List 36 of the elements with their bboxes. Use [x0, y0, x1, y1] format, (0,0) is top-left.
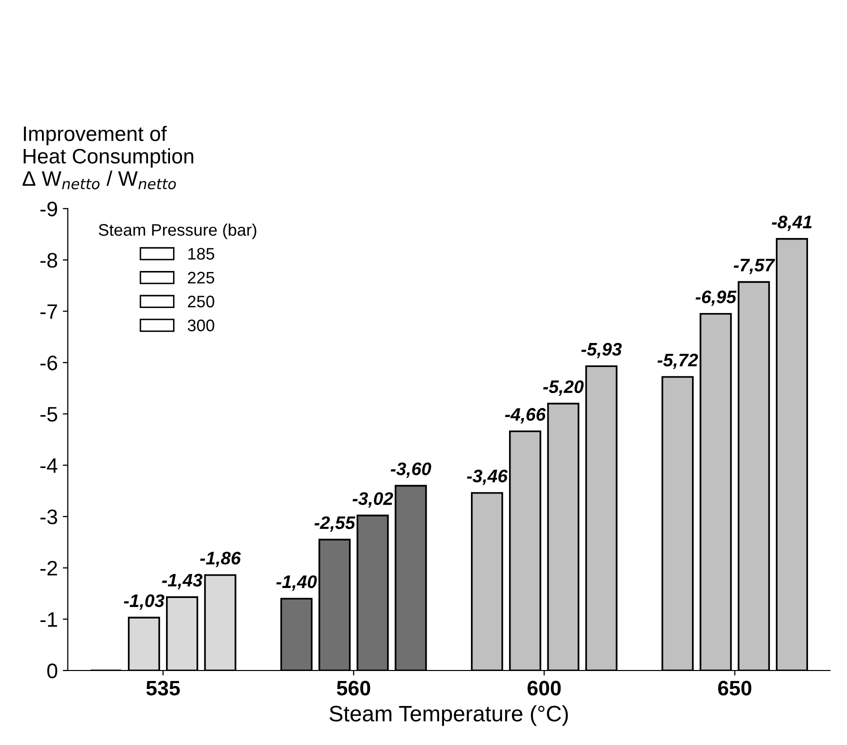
x-tick-label: 600 [528, 680, 561, 696]
data-label: -2,55 [314, 516, 356, 532]
data-label: -5,72 [658, 354, 698, 370]
data-label: -1,40 [276, 575, 317, 591]
x-axis-title: Steam Temperature (°C) [330, 705, 568, 726]
data-label: -6,95 [696, 290, 737, 306]
y-tick-label: -2 [40, 560, 57, 576]
y-tick-label: 0 [47, 664, 58, 678]
y-axis-title: Improvement of Heat Consumption Δ W$_{netto}$ / W$_{netto}$ [22, 126, 194, 190]
legend-label: 250 [188, 296, 214, 308]
y-tick-label: -8 [40, 252, 58, 268]
data-label: -1,03 [124, 594, 164, 610]
legend-label: 185 [188, 248, 214, 260]
data-label: -3,46 [466, 470, 508, 486]
y-tick-label: -9 [40, 202, 58, 216]
data-label: -8,41 [772, 216, 812, 231]
legend-label: 225 [188, 272, 214, 284]
data-label: -7,57 [734, 258, 776, 274]
y-tick-label: -6 [40, 356, 58, 370]
data-label: -4,66 [505, 408, 546, 424]
data-label: -5,20 [543, 380, 584, 396]
data-label: -1,86 [200, 552, 241, 568]
y-tick-label: -5 [40, 407, 58, 422]
data-label: -1,43 [162, 574, 202, 590]
data-label: -3,60 [390, 462, 432, 478]
y-tick-label: -4 [40, 458, 58, 473]
x-tick-label: 535 [146, 680, 180, 696]
legend-title: Steam Pressure (bar) [98, 224, 256, 240]
x-tick-label: 650 [718, 680, 752, 696]
x-tick-label: 560 [336, 680, 370, 696]
y-tick-label: -1 [40, 612, 58, 627]
y-tick-label: -7 [40, 304, 57, 319]
legend-label: 300 [188, 320, 214, 332]
y-tick-label: -3 [40, 510, 58, 524]
data-label: -5,93 [581, 342, 622, 358]
data-label: -3,02 [352, 492, 394, 508]
